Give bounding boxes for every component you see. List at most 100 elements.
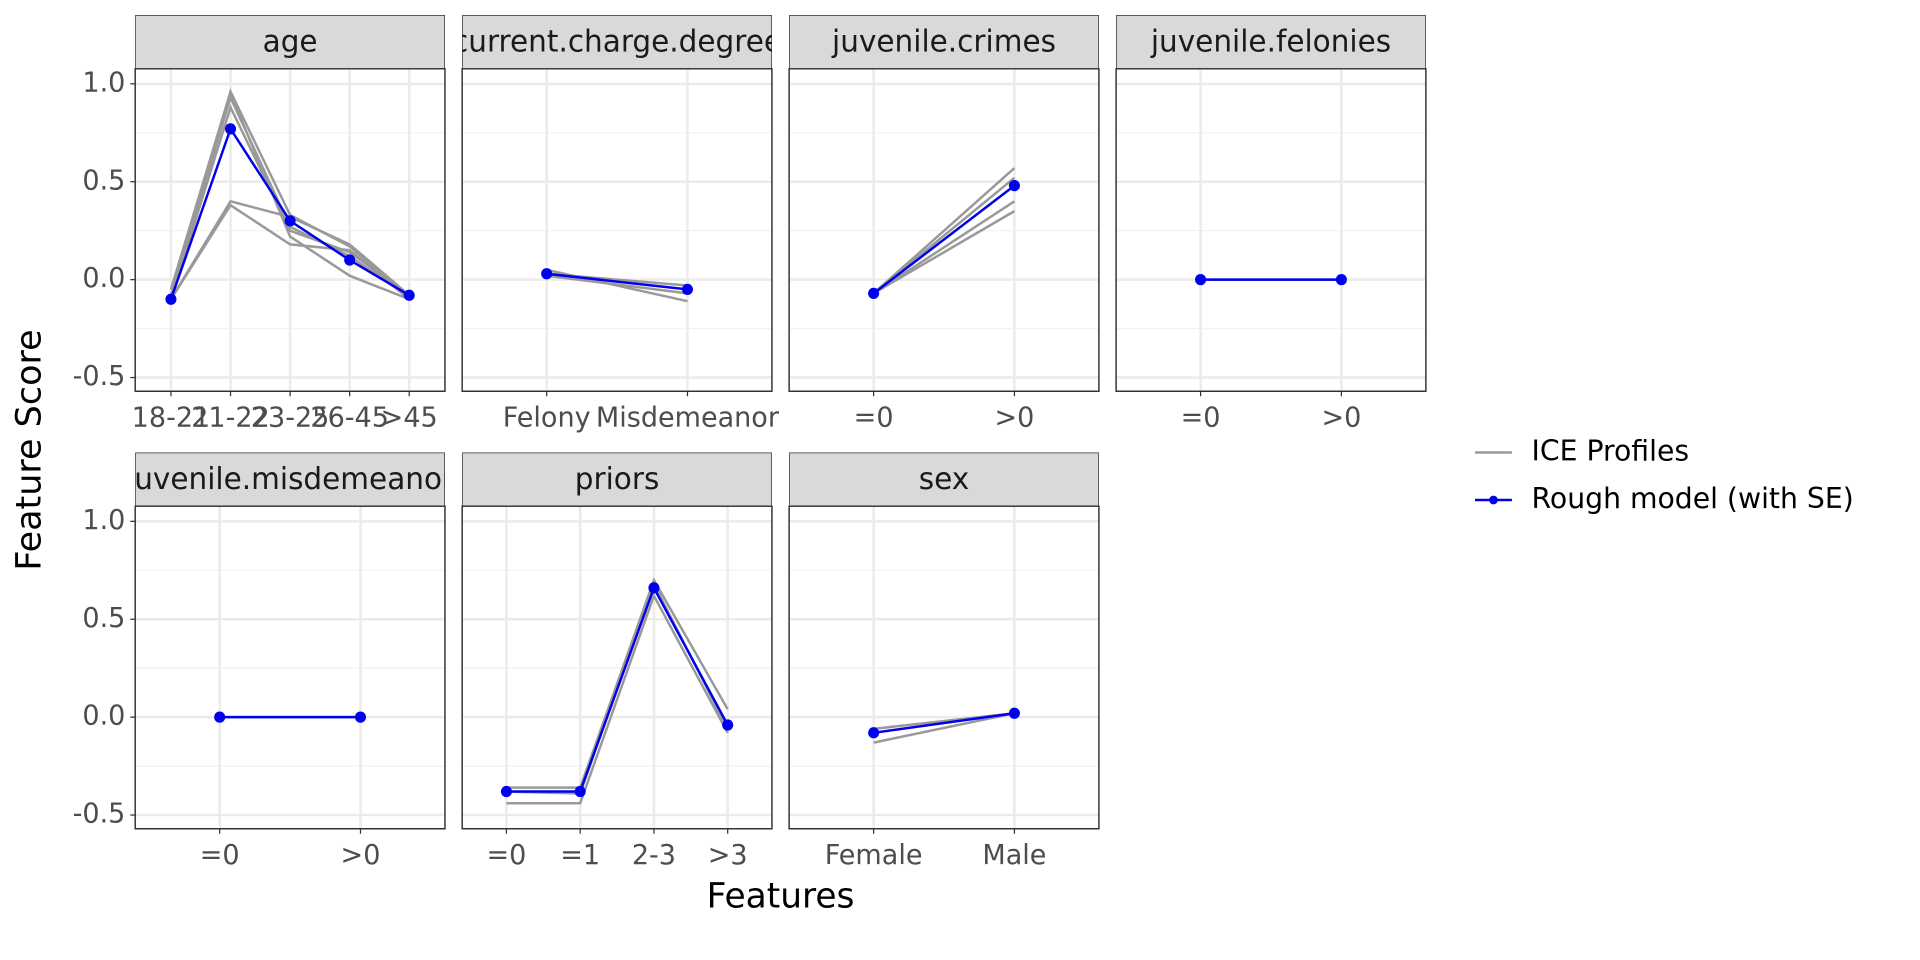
ice-line — [169, 88, 411, 301]
ice-line — [506, 592, 729, 805]
model-point — [722, 719, 734, 731]
ice-line — [169, 89, 410, 301]
x-tick-label: 18-21 — [132, 402, 211, 433]
model-point — [284, 215, 296, 227]
model-point — [1008, 180, 1020, 192]
model-point — [1008, 707, 1020, 719]
ice-line — [872, 200, 1016, 295]
strip: juvenile.misdemeanor — [125, 452, 455, 507]
x-tick-label: Misdemeanor — [596, 402, 780, 433]
x-tick-label: >0 — [1321, 402, 1361, 433]
x-tick-label: =0 — [1181, 402, 1221, 433]
model-line — [546, 272, 688, 291]
model-line — [506, 584, 729, 793]
model-point — [868, 287, 880, 299]
x-tick-label: Female — [825, 840, 923, 871]
y-tick-label: -0.5 — [73, 361, 126, 392]
model-point — [344, 254, 356, 266]
y-tick-label: 1.0 — [82, 67, 125, 98]
model-point — [500, 785, 512, 798]
x-axis-title: Features — [707, 876, 855, 916]
model-point — [1195, 274, 1207, 286]
strip: juvenile.crimes — [789, 15, 1099, 69]
panel-background — [789, 506, 1099, 829]
panel — [1115, 68, 1427, 392]
strip-background — [135, 15, 445, 69]
model-point — [648, 582, 660, 594]
model-point — [403, 289, 415, 301]
x-tick-label: >45 — [381, 402, 438, 433]
model-point — [868, 727, 880, 739]
strip-background — [789, 15, 1099, 69]
strip-title: priors — [575, 462, 660, 497]
model-point — [214, 711, 226, 723]
strip-title: juvenile.misdemeanor — [125, 462, 455, 497]
legend-swatch-point — [1489, 495, 1498, 505]
x-tick-label: >0 — [994, 402, 1034, 433]
panel — [461, 68, 773, 392]
strip: age — [135, 15, 445, 69]
panel — [461, 505, 773, 830]
strip-background — [462, 452, 772, 507]
x-tick-label: Male — [982, 840, 1046, 871]
model-line — [872, 184, 1016, 295]
y-axis-title: Feature Score — [10, 329, 50, 570]
ice-line — [872, 167, 1016, 295]
panel-background — [462, 68, 772, 392]
ice-line — [873, 210, 1016, 295]
strip-title: age — [263, 24, 318, 59]
ice-line — [873, 711, 1015, 744]
legend-label: ICE Profiles — [1532, 434, 1690, 467]
strip-background — [135, 452, 445, 507]
y-tick-label: 1.0 — [82, 505, 125, 536]
y-tick-label: 0.5 — [82, 165, 125, 196]
strip-title: sex — [919, 462, 969, 497]
x-tick-label: =1 — [560, 840, 600, 871]
panel-background — [135, 506, 445, 829]
y-tick-label: 0.0 — [82, 263, 125, 294]
x-tick-label: 26-45 — [310, 402, 389, 433]
strip-title: juvenile.felonies — [1150, 24, 1391, 59]
ice-line — [546, 274, 688, 295]
x-tick-label: =0 — [486, 840, 526, 871]
y-tick-label: 0.5 — [82, 603, 125, 634]
strip: priors — [462, 452, 772, 507]
panel-background — [1116, 68, 1426, 392]
x-tick-label: =0 — [200, 840, 240, 871]
ice-line — [169, 203, 410, 301]
panel — [134, 505, 446, 830]
panel-background — [462, 506, 772, 829]
model-point — [165, 293, 177, 305]
legend-label: Rough model (with SE) — [1532, 482, 1854, 515]
model-point — [224, 123, 237, 135]
panel — [788, 68, 1100, 392]
panel — [788, 505, 1100, 830]
strip-title: juvenile.crimes — [831, 24, 1056, 59]
model-point — [681, 283, 693, 296]
x-tick-label: 21-22 — [191, 402, 270, 433]
strip: sex — [789, 452, 1099, 507]
model-point — [574, 785, 586, 798]
strip-background — [462, 15, 772, 69]
model-point — [354, 711, 367, 723]
x-tick-label: >0 — [341, 840, 381, 871]
y-tick-label: -0.5 — [73, 798, 126, 829]
strip-background — [789, 452, 1099, 507]
y-tick-label: 0.0 — [82, 701, 125, 732]
strip-background — [1116, 15, 1426, 69]
x-tick-label: >3 — [708, 840, 748, 871]
strip-title: current.charge.degree — [452, 24, 782, 59]
x-tick-label: =0 — [854, 402, 894, 433]
ice-line — [506, 577, 729, 789]
panel — [134, 68, 446, 392]
model-point — [541, 268, 553, 280]
x-tick-label: 2-3 — [632, 840, 676, 871]
strip: juvenile.felonies — [1116, 15, 1426, 69]
strip: current.charge.degree — [452, 15, 782, 69]
x-tick-label: 23-25 — [251, 402, 330, 433]
model-line — [873, 711, 1015, 735]
model-point — [1335, 274, 1347, 286]
x-tick-label: Felony — [503, 402, 591, 433]
